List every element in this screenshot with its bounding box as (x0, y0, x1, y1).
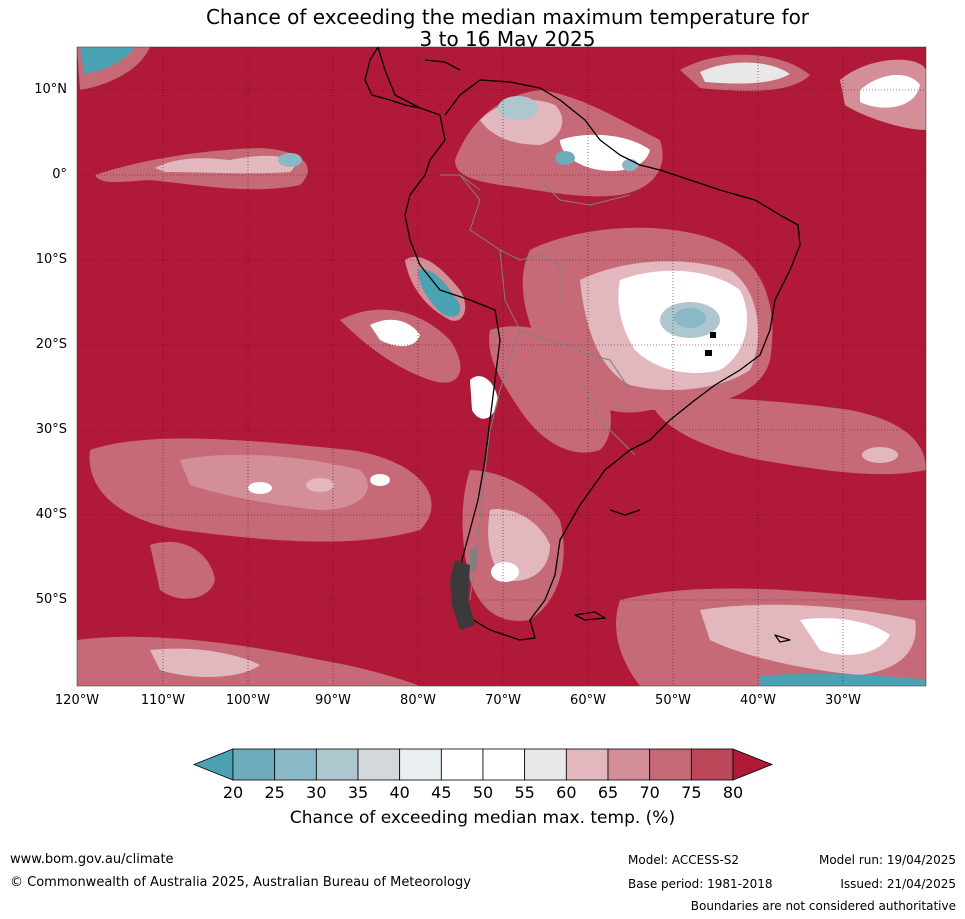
lon-label-60w: 60°W (570, 693, 606, 708)
colorbar-tick-label: 60 (556, 783, 577, 802)
colorbar-tick-label: 20 (222, 783, 244, 802)
lon-label-110w: 110°W (140, 693, 186, 708)
colorbar-tick-label: 70 (639, 783, 660, 802)
colorbar-label: Chance of exceeding median max. temp. (%… (289, 808, 676, 828)
colorbar-tick-label: 25 (264, 783, 285, 802)
map-title-line2: 3 to 16 May 2025 (419, 27, 596, 51)
colorbar-tick-label: 75 (681, 783, 702, 802)
footer-model-run: Model run: 19/04/2025 (818, 853, 956, 867)
lat-label-20s: 20°S (35, 337, 67, 352)
graticule (77, 47, 926, 686)
colorbar-tick-label: 55 (514, 783, 535, 802)
map-title-line1: Chance of exceeding the median maximum t… (205, 5, 810, 29)
colorbar-segment (649, 748, 692, 781)
colorbar-tick-label: 35 (347, 783, 369, 802)
colorbar-extend-high (732, 748, 774, 781)
colorbar-tick-label: 65 (597, 783, 619, 802)
footer-disclaimer: Boundaries are not considered authoritat… (690, 899, 956, 913)
probability-patches (77, 47, 926, 686)
lon-label-70w: 70°W (485, 693, 521, 708)
lat-label-30s: 30°S (35, 422, 67, 437)
footer-website: www.bom.gov.au/climate (10, 852, 174, 867)
lon-label-120w: 120°W (54, 693, 100, 708)
lon-label-100w: 100°W (225, 693, 271, 708)
colorbar-segment (232, 748, 276, 781)
colorbar-tick-label: 50 (472, 783, 494, 802)
lat-label-50s: 50°S (35, 592, 67, 607)
colorbar-extend-low (192, 748, 234, 781)
map-frame (76, 46, 927, 687)
colorbar-segments (192, 748, 774, 781)
colorbar-tick-label: 30 (306, 783, 327, 802)
colorbar-segment (565, 748, 609, 781)
lat-label-10n: 10°N (34, 82, 67, 97)
footer-model: Model: ACCESS-S2 (628, 853, 740, 867)
colorbar-segment (274, 748, 317, 781)
colorbar-segment (399, 748, 442, 781)
colorbar-segment (524, 748, 567, 781)
lon-label-50w: 50°W (655, 693, 691, 708)
forecast-map (76, 46, 927, 687)
colorbar-segment (607, 748, 651, 781)
lake-1 (705, 350, 712, 356)
coastlines (364, 47, 801, 643)
colorbar-segment (440, 748, 484, 781)
colorbar-segment (315, 748, 359, 781)
colorbar-segment (690, 748, 734, 781)
lake-2 (710, 332, 716, 338)
colorbar-segment (482, 748, 526, 781)
lon-label-40w: 40°W (740, 693, 776, 708)
lat-label-40s: 40°S (35, 507, 67, 522)
colorbar (192, 748, 774, 781)
colorbar-segment (357, 748, 401, 781)
footer-base-period: Base period: 1981-2018 (628, 877, 773, 891)
footer-issued: Issued: 21/04/2025 (840, 877, 956, 891)
footer-copyright: © Commonwealth of Australia 2025, Austra… (10, 875, 471, 890)
lon-label-80w: 80°W (400, 693, 436, 708)
colorbar-tick-label: 40 (389, 783, 410, 802)
lon-label-30w: 30°W (825, 693, 861, 708)
southern-chile-islands (450, 548, 478, 630)
colorbar-tick-label: 80 (722, 783, 744, 802)
lon-label-90w: 90°W (315, 693, 351, 708)
lat-label-10s: 10°S (35, 252, 67, 267)
lat-label-0: 0° (52, 167, 67, 182)
colorbar-tick-label: 45 (431, 783, 452, 802)
